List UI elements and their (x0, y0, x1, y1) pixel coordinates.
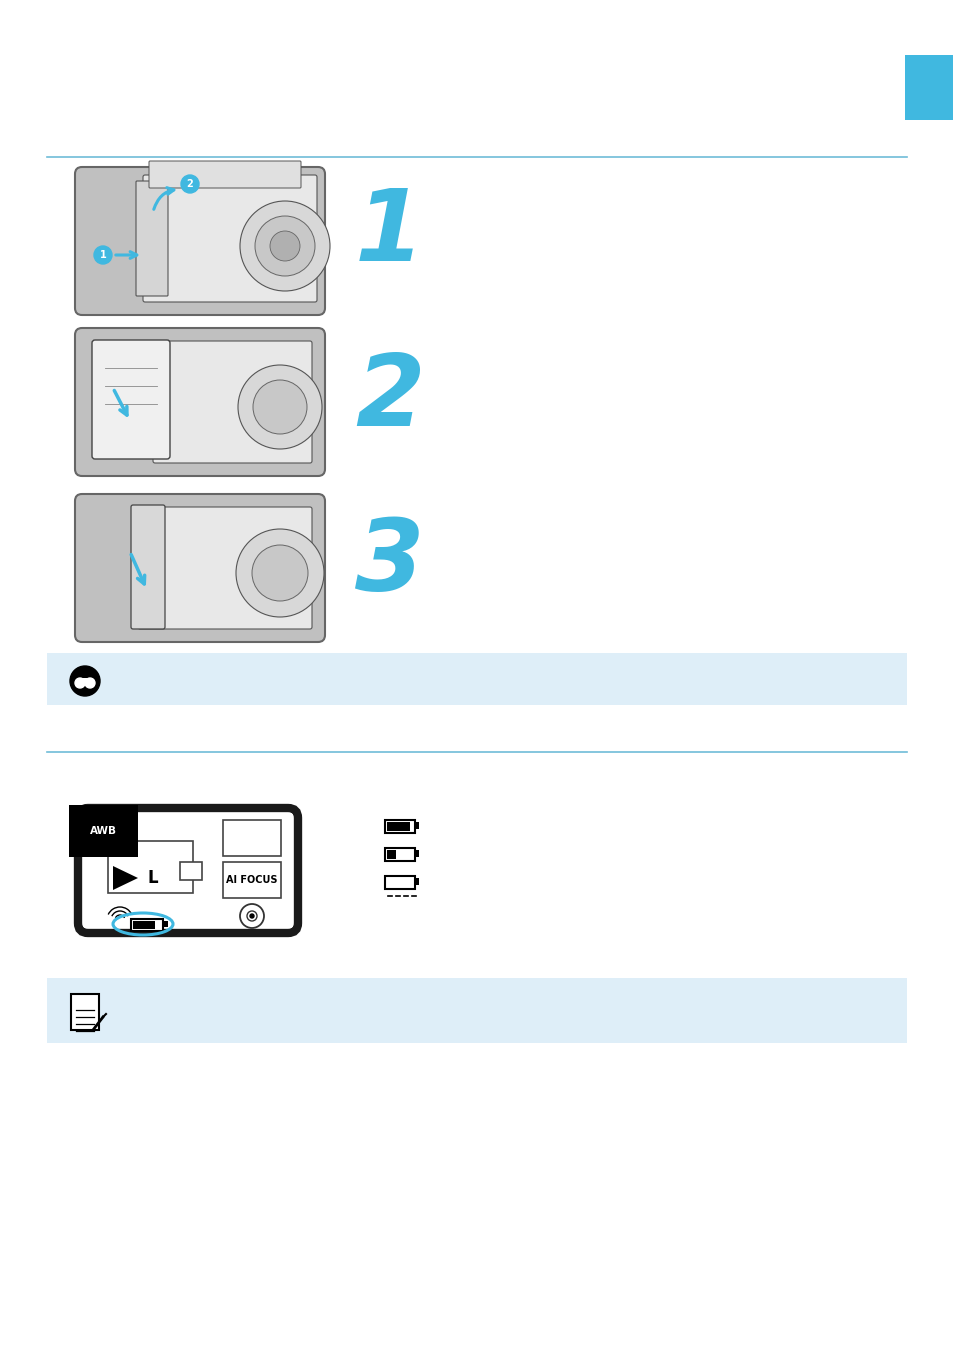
Circle shape (237, 365, 322, 449)
FancyBboxPatch shape (132, 921, 154, 929)
Circle shape (252, 545, 308, 602)
Circle shape (253, 380, 307, 434)
FancyBboxPatch shape (78, 808, 297, 933)
FancyBboxPatch shape (385, 848, 415, 861)
FancyBboxPatch shape (387, 822, 410, 831)
FancyBboxPatch shape (223, 821, 281, 856)
FancyBboxPatch shape (143, 174, 316, 301)
FancyBboxPatch shape (47, 653, 906, 704)
Circle shape (94, 246, 112, 264)
Text: 1: 1 (355, 185, 424, 283)
Text: 3: 3 (355, 515, 424, 612)
Text: L: L (148, 869, 158, 887)
Circle shape (85, 677, 95, 688)
FancyBboxPatch shape (138, 507, 312, 629)
FancyBboxPatch shape (131, 506, 165, 629)
FancyBboxPatch shape (75, 168, 325, 315)
Circle shape (240, 904, 264, 927)
FancyBboxPatch shape (47, 977, 906, 1042)
Text: AI FOCUS: AI FOCUS (226, 875, 277, 886)
FancyBboxPatch shape (904, 55, 953, 120)
Circle shape (75, 677, 85, 688)
FancyBboxPatch shape (415, 877, 418, 886)
FancyBboxPatch shape (180, 863, 202, 880)
FancyBboxPatch shape (149, 161, 301, 188)
Circle shape (250, 914, 253, 918)
FancyBboxPatch shape (152, 341, 312, 462)
FancyBboxPatch shape (163, 921, 168, 927)
FancyBboxPatch shape (108, 841, 193, 894)
FancyBboxPatch shape (75, 493, 325, 642)
Circle shape (240, 201, 330, 291)
FancyBboxPatch shape (385, 876, 415, 890)
Circle shape (247, 911, 256, 921)
FancyBboxPatch shape (75, 329, 325, 476)
FancyBboxPatch shape (415, 850, 418, 857)
Circle shape (181, 174, 199, 193)
FancyBboxPatch shape (415, 822, 418, 829)
Text: AWB: AWB (90, 826, 117, 836)
FancyBboxPatch shape (223, 863, 281, 898)
Circle shape (70, 667, 100, 696)
FancyBboxPatch shape (71, 994, 99, 1030)
FancyBboxPatch shape (136, 181, 168, 296)
Text: 1: 1 (99, 250, 107, 260)
FancyBboxPatch shape (77, 677, 92, 683)
FancyBboxPatch shape (91, 339, 170, 458)
FancyBboxPatch shape (385, 821, 415, 833)
Circle shape (235, 529, 324, 617)
Polygon shape (112, 867, 138, 890)
Circle shape (270, 231, 299, 261)
Circle shape (254, 216, 314, 276)
Text: 2: 2 (187, 178, 193, 189)
Text: 2: 2 (355, 350, 424, 448)
FancyBboxPatch shape (131, 919, 163, 932)
FancyBboxPatch shape (387, 850, 395, 859)
